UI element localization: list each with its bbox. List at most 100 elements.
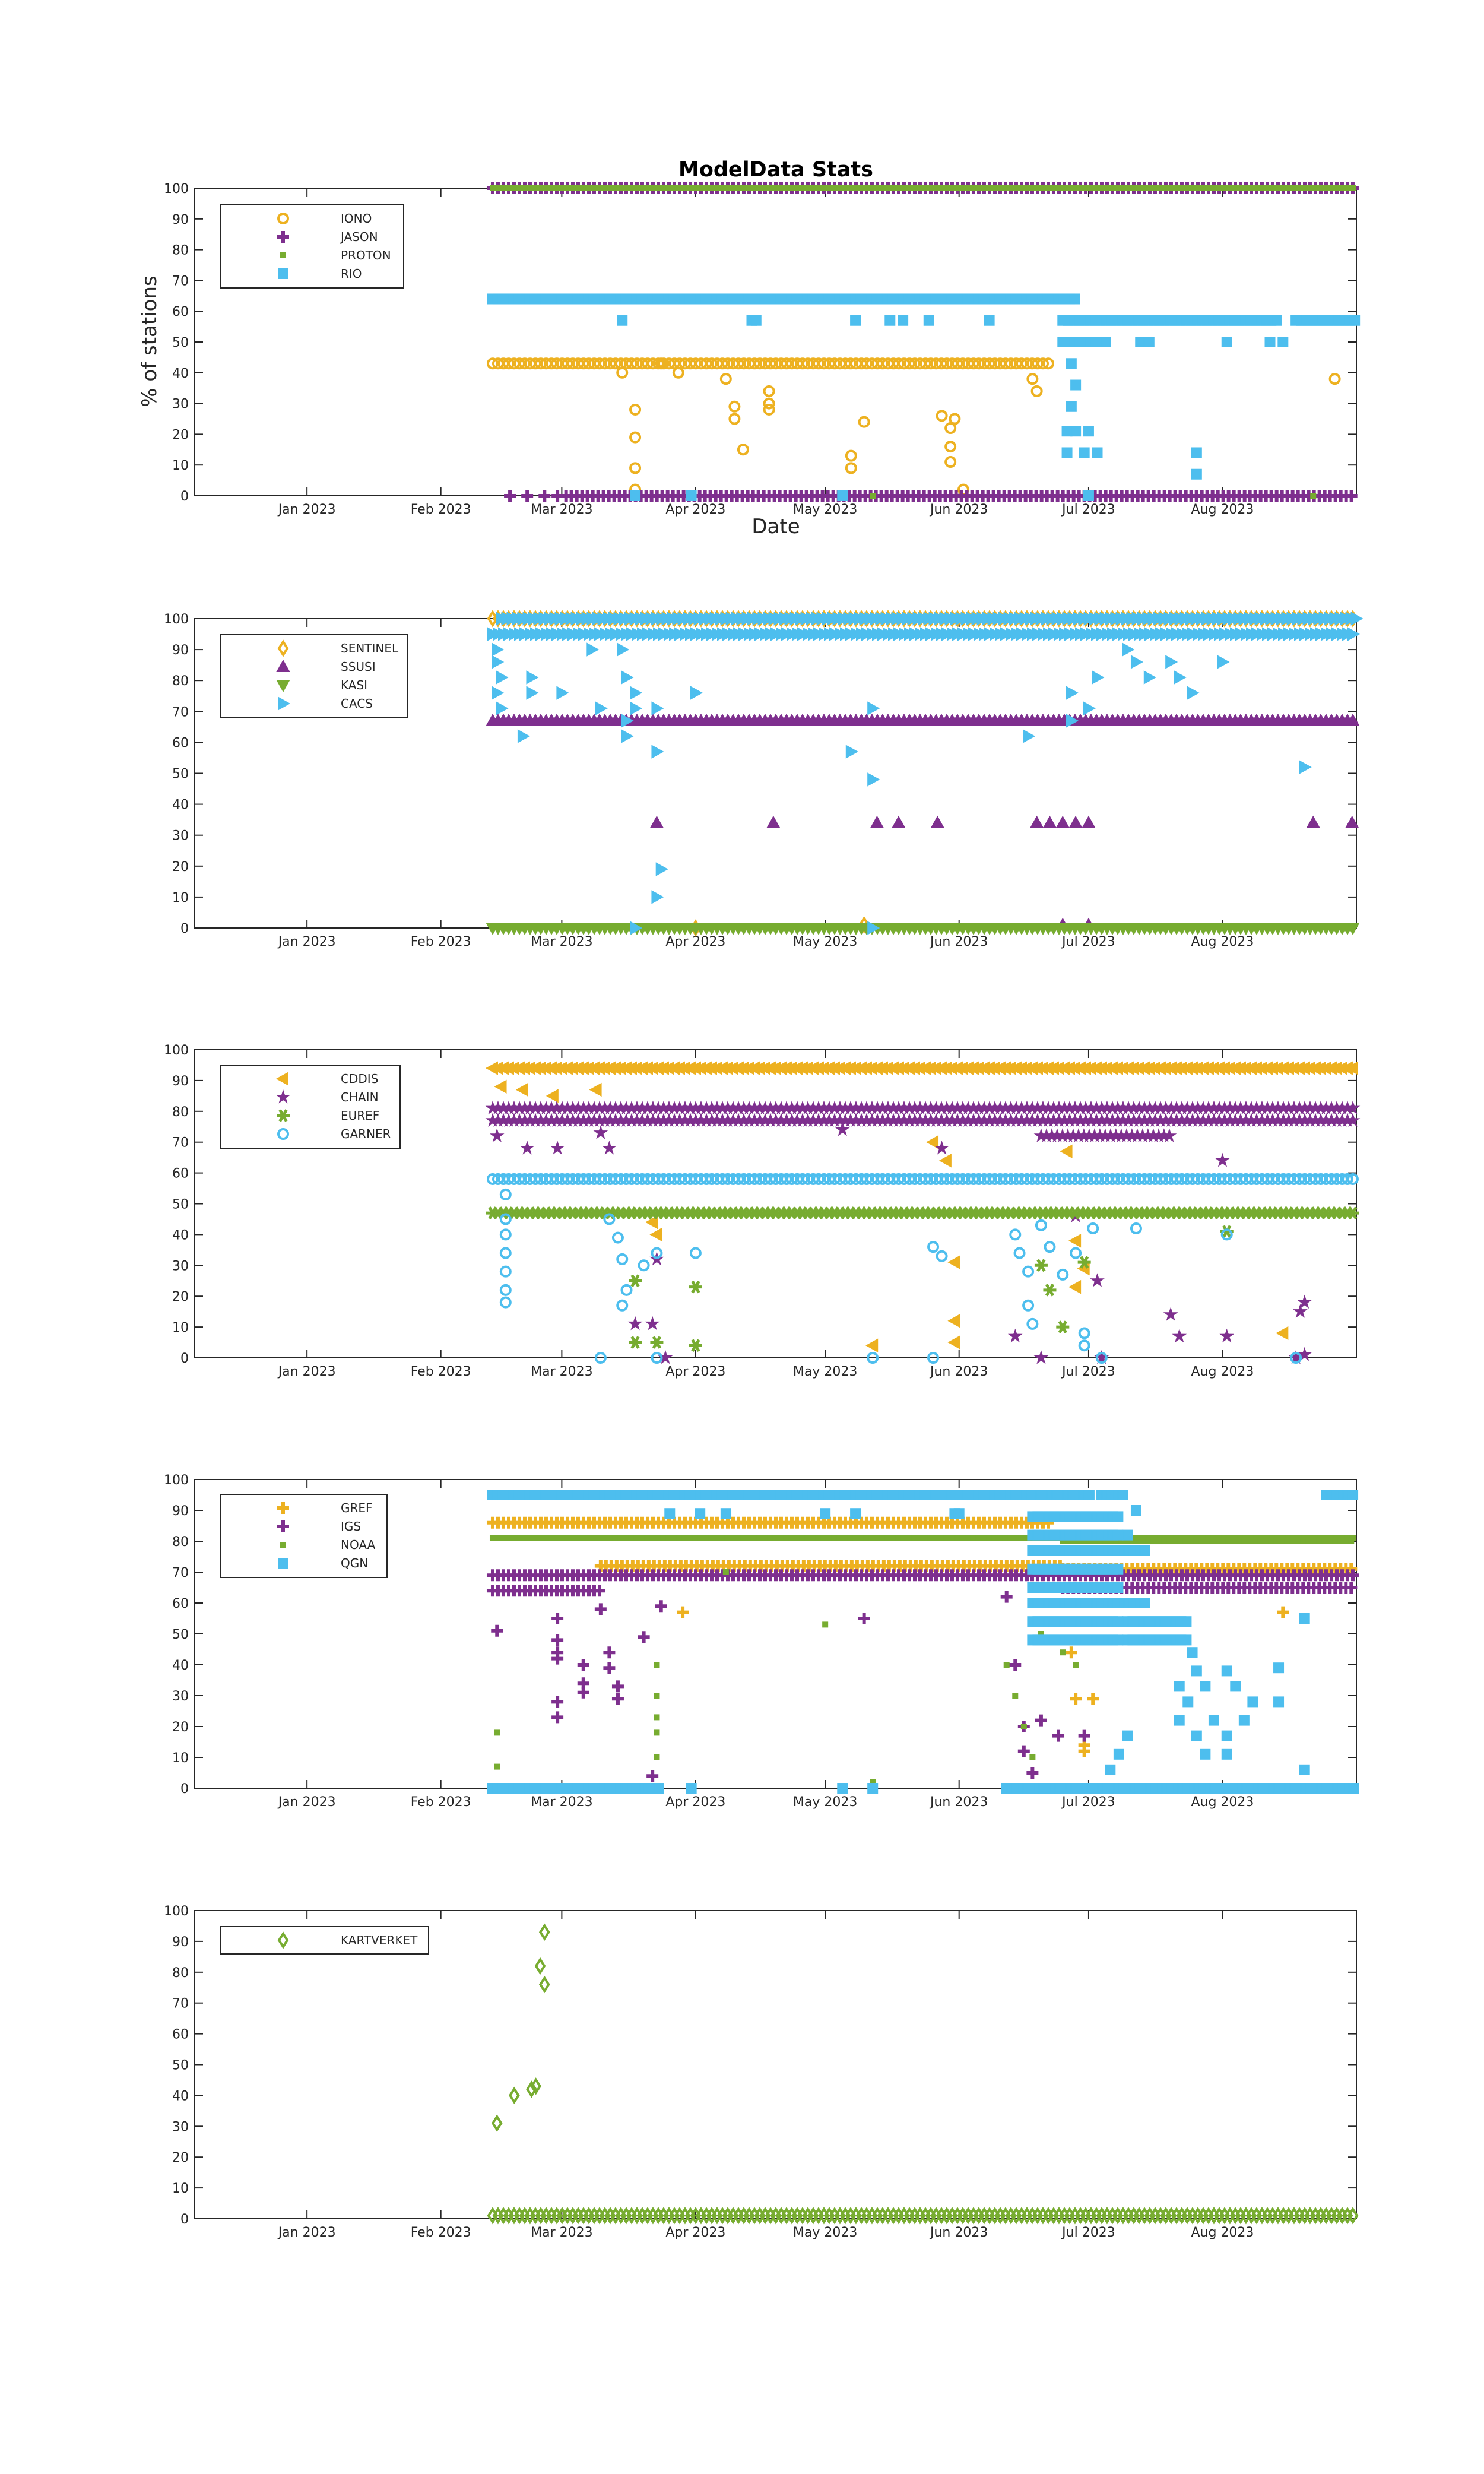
data-point: [842, 1535, 848, 1541]
data-point: [933, 1535, 939, 1541]
legend: GREF IGS NOAA QGN: [220, 1494, 388, 1578]
data-point: [532, 1535, 538, 1541]
data-point: [1191, 468, 1202, 480]
data-point: [1070, 379, 1082, 391]
data-point: [1161, 1538, 1168, 1544]
data-point: [1312, 185, 1318, 191]
data-point: [922, 1535, 928, 1541]
data-point: [1299, 1764, 1310, 1775]
data-point: [884, 1535, 891, 1541]
data-point: [949, 185, 955, 191]
data-point: [629, 462, 642, 474]
x-tick-label: Feb 2023: [411, 2225, 471, 2240]
data-point: [653, 1783, 664, 1794]
data-point: [1055, 815, 1070, 828]
data-point: [1003, 1662, 1010, 1668]
plot-area: [486, 182, 1361, 502]
y-tick-label: 90: [172, 213, 189, 227]
data-point: [1237, 185, 1244, 191]
data-point: [1026, 373, 1039, 385]
data-point: [1168, 185, 1174, 191]
data-point: [559, 1535, 565, 1541]
data-point: [870, 815, 884, 828]
panel-3: 0 10 20 30 40 50 60 70 80 90 100 Jan 2023 Feb 2023 Ma…: [164, 1043, 1361, 1379]
y-tick-label: 0: [180, 1351, 189, 1366]
data-point: [649, 815, 664, 828]
data-point: [1316, 1538, 1323, 1544]
x-tick-label: Feb 2023: [411, 1364, 471, 1379]
data-point: [671, 185, 677, 191]
data-point: [630, 490, 641, 501]
data-point: [1332, 1538, 1339, 1544]
y-tick-label: 40: [172, 366, 189, 381]
data-point: [911, 185, 918, 191]
y-tick-label: 10: [172, 1320, 189, 1335]
x-tick-label: Jan 2023: [277, 1364, 336, 1379]
data-point: [612, 1535, 619, 1541]
data-point: [591, 185, 597, 191]
data-point: [943, 185, 950, 191]
data-point: [1221, 1748, 1232, 1760]
data-point: [1029, 815, 1044, 828]
data-point: [730, 185, 736, 191]
data-point: [1232, 185, 1238, 191]
data-point: [617, 1535, 624, 1541]
data-point: [1205, 185, 1212, 191]
x-tick-label: Mar 2023: [531, 2225, 593, 2240]
data-point: [847, 1535, 854, 1541]
x-tick-label: Jan 2023: [277, 502, 336, 517]
data-point: [629, 431, 642, 444]
data-point: [649, 185, 656, 191]
legend-label: GARNER: [341, 1127, 391, 1141]
data-point: [898, 315, 909, 326]
data-point: [788, 1535, 795, 1541]
data-point: [975, 1535, 982, 1541]
y-tick-label: 10: [172, 2181, 189, 2196]
y-tick-label: 90: [172, 643, 189, 658]
y-tick-label: 80: [172, 1105, 189, 1120]
data-point: [938, 185, 944, 191]
data-point: [1221, 1730, 1232, 1741]
legend-label: IGS: [341, 1519, 361, 1534]
data-point: [1200, 1681, 1211, 1692]
data-point: [1036, 357, 1049, 370]
legend-marker: [278, 268, 288, 279]
data-point: [1327, 1538, 1333, 1544]
y-tick-label: 20: [172, 2150, 189, 2165]
data-point: [746, 185, 752, 191]
series-kasi: [486, 923, 1360, 936]
data-point: [564, 185, 570, 191]
data-point: [1061, 447, 1073, 458]
data-point: [1307, 185, 1313, 191]
x-tick-label: Mar 2023: [531, 1364, 593, 1379]
data-point: [1349, 315, 1361, 326]
data-point: [703, 1535, 709, 1541]
data-point: [938, 1535, 944, 1541]
data-point: [1082, 185, 1089, 191]
data-point: [1284, 1538, 1290, 1544]
data-point: [922, 185, 928, 191]
data-point: [870, 493, 876, 499]
data-point: [655, 357, 667, 370]
data-point: [1002, 185, 1009, 191]
data-point: [788, 185, 795, 191]
data-point: [654, 1729, 660, 1736]
data-point: [1061, 185, 1067, 191]
y-tick-label: 100: [164, 612, 189, 627]
data-point: [820, 185, 827, 191]
x-tick-label: Jul 2023: [1061, 935, 1115, 949]
data-point: [1083, 490, 1094, 501]
data-point: [714, 185, 720, 191]
data-point: [1104, 185, 1110, 191]
data-point: [1112, 1563, 1124, 1575]
data-point: [708, 1535, 715, 1541]
data-point: [1092, 447, 1103, 458]
data-point: [1150, 1538, 1157, 1544]
data-point: [1231, 1538, 1237, 1544]
data-point: [681, 1535, 688, 1541]
x-tick-label: Jun 2023: [929, 1364, 988, 1379]
data-point: [970, 1535, 976, 1541]
data-point: [1066, 358, 1077, 369]
data-point: [740, 185, 747, 191]
data-point: [1333, 185, 1340, 191]
